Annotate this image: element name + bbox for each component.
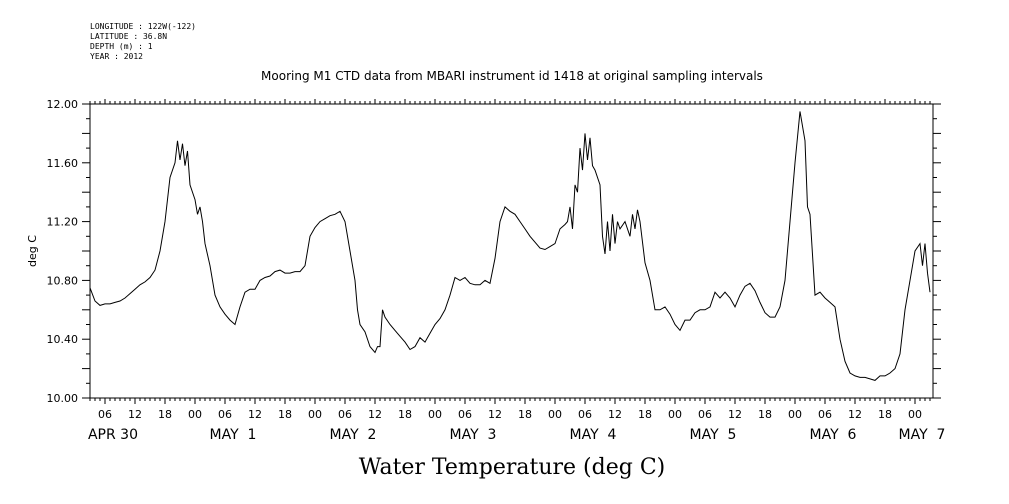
x-tick-label: 00 xyxy=(788,408,802,421)
year-label: YEAR : 2012 xyxy=(90,52,143,61)
water-temperature-line xyxy=(89,111,931,381)
x-tick-label: 00 xyxy=(428,408,442,421)
x-tick-label: 00 xyxy=(668,408,682,421)
date-label: MAY 4 xyxy=(570,427,617,443)
x-axis: 06 12 18 00 06 12 18 00 06 12 18 00 06 12 18 00 06 12 18 00… xyxy=(89,99,931,421)
x-tick-label: 12 xyxy=(488,408,502,421)
x-tick-label: 12 xyxy=(248,408,262,421)
x-tick-label: 18 xyxy=(878,408,892,421)
x-tick-label: 06 xyxy=(818,408,832,421)
depth-label: DEPTH (m) : 1 xyxy=(90,42,153,51)
x-tick-label: 12 xyxy=(848,408,862,421)
x-tick-label: 18 xyxy=(758,408,772,421)
x-tick-label: 00 xyxy=(188,408,202,421)
x-tick-label: 00 xyxy=(308,408,322,421)
x-tick-label: 12 xyxy=(128,408,142,421)
y-tick-label: 12.00 xyxy=(47,98,79,111)
x-tick-label: 00 xyxy=(908,408,922,421)
x-tick-label: 18 xyxy=(518,408,532,421)
date-labels: APR 30 MAY 1 MAY 2 MAY 3 MAY 4 MAY 5 MAY 6 MAY … xyxy=(88,427,945,443)
x-axis-label: Water Temperature (deg C) xyxy=(359,455,666,480)
chart-title: Mooring M1 CTD data from MBARI instrumen… xyxy=(261,69,763,83)
date-label: MAY 3 xyxy=(450,427,497,443)
x-tick-label: 18 xyxy=(638,408,652,421)
x-tick-label: 18 xyxy=(278,408,292,421)
latitude-label: LATITUDE : 36.8N xyxy=(90,32,168,41)
date-label: MAY 1 xyxy=(210,427,257,443)
date-label: MAY 6 xyxy=(810,427,857,443)
date-label: APR 30 xyxy=(88,427,138,443)
metadata-block: LONGITUDE : 122W(-122) LATITUDE : 36.8N … xyxy=(90,22,196,62)
y-axis: 10.00 10.40 10.80 11.20 11.60 12.00 xyxy=(47,98,941,405)
x-tick-label: 06 xyxy=(338,408,352,421)
date-label: MAY 5 xyxy=(690,427,737,443)
longitude-label: LONGITUDE : 122W(-122) xyxy=(90,22,196,31)
x-tick-label: 18 xyxy=(158,408,172,421)
x-tick-label: 12 xyxy=(608,408,622,421)
x-tick-label: 12 xyxy=(368,408,382,421)
y-tick-label: 11.20 xyxy=(47,216,79,229)
x-tick-label: 00 xyxy=(548,408,562,421)
x-tick-label: 06 xyxy=(218,408,232,421)
y-tick-label: 11.60 xyxy=(47,157,79,170)
x-tick-label: 06 xyxy=(98,408,112,421)
x-tick-label: 18 xyxy=(398,408,412,421)
date-label: MAY 7 xyxy=(899,427,946,443)
x-tick-label: 06 xyxy=(458,408,472,421)
x-tick-label: 12 xyxy=(728,408,742,421)
y-tick-label: 10.40 xyxy=(47,333,79,346)
y-axis-label: deg C xyxy=(26,235,39,267)
x-tick-label: 06 xyxy=(698,408,712,421)
y-tick-label: 10.00 xyxy=(47,392,79,405)
y-tick-label: 10.80 xyxy=(47,274,79,287)
plot-frame xyxy=(89,103,934,399)
x-tick-label: 06 xyxy=(578,408,592,421)
date-label: MAY 2 xyxy=(330,427,377,443)
